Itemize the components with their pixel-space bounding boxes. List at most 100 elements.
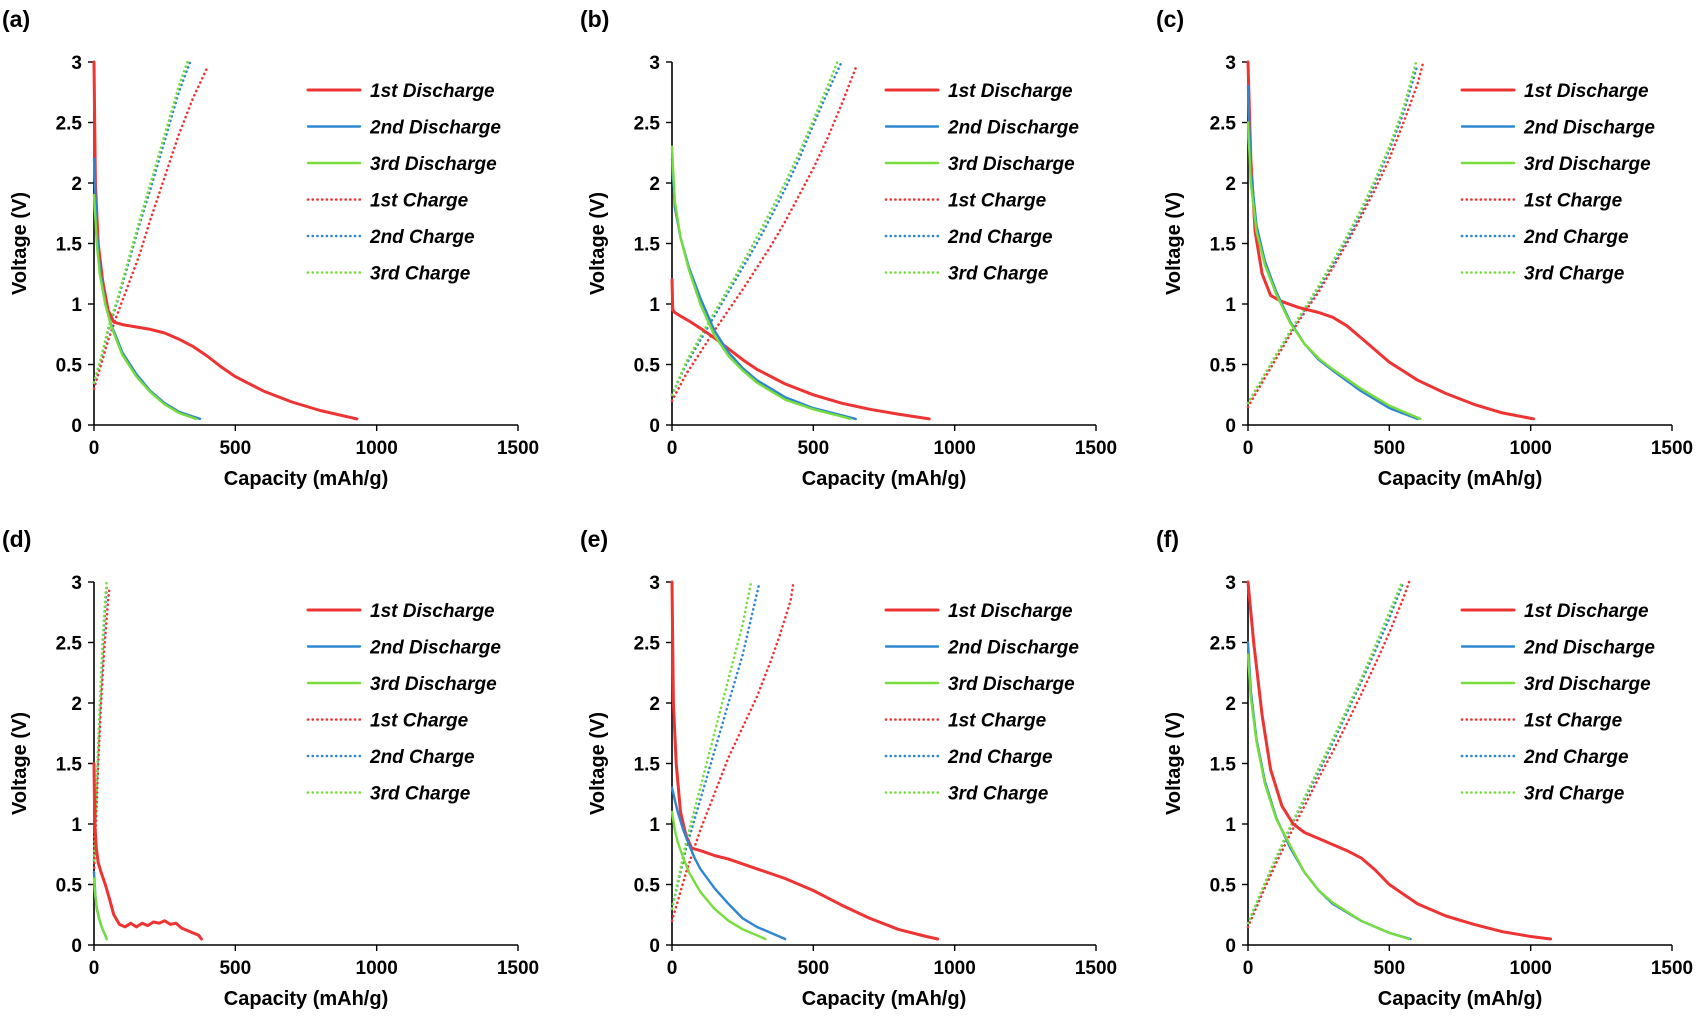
y-tick-label: 1: [71, 295, 82, 316]
x-tick-label: 0: [1243, 958, 1254, 979]
y-tick-label: 2.5: [1210, 114, 1237, 135]
y-tick-label: 0.5: [1210, 876, 1237, 897]
legend-label: 2nd Charge: [1523, 747, 1629, 768]
series-line: [92, 60, 192, 384]
chart-panel: (a) 0 0.5 1 1.5 2 2.5 3 0 500 1000 1500 Capacity (mA…: [2, 6, 539, 490]
y-tick-label: 1: [71, 815, 82, 836]
y-tick-label: 3: [649, 53, 660, 74]
chart-panel: (d) 0 0.5 1 1.5 2 2.5 3 0 500 1000 1500 Capacity (mA…: [2, 526, 539, 1010]
series-line: [92, 762, 203, 941]
y-tick-label: 2: [1225, 694, 1236, 715]
legend-label: 1st Charge: [1524, 711, 1623, 732]
y-tick-label: 3: [71, 53, 82, 74]
x-tick-label: 1500: [1075, 958, 1117, 979]
y-tick-label: 2: [71, 694, 82, 715]
y-tick-label: 3: [1225, 573, 1236, 594]
x-tick-label: 1000: [934, 438, 976, 459]
legend-label: 2nd Discharge: [369, 118, 501, 139]
series-line: [1246, 121, 1422, 421]
y-tick-label: 2.5: [634, 114, 661, 135]
panel-label: (d): [2, 526, 31, 552]
series-line: [670, 278, 931, 421]
series-line: [92, 60, 359, 421]
y-tick-label: 2.5: [634, 634, 661, 655]
x-tick-label: 1000: [1510, 438, 1552, 459]
series-line: [92, 60, 189, 384]
legend-label: 3rd Discharge: [1524, 154, 1651, 175]
x-tick-label: 1500: [1075, 438, 1117, 459]
x-tick-label: 1500: [497, 438, 539, 459]
x-tick-label: 500: [1373, 958, 1405, 979]
chart-panel: (b) 0 0.5 1 1.5 2 2.5 3 0 500 1000 1500 Capacity (mA…: [580, 6, 1117, 490]
x-axis-label: Capacity (mAh/g): [1378, 988, 1542, 1010]
series-line: [670, 580, 940, 941]
panel-label: (b): [580, 6, 609, 32]
y-tick-label: 1.5: [1210, 235, 1237, 256]
y-axis-label: Voltage (V): [587, 712, 609, 815]
x-tick-label: 1000: [356, 438, 398, 459]
legend-label: 2nd Charge: [1523, 227, 1629, 248]
series-line: [670, 580, 795, 923]
chart-panel: (c) 0 0.5 1 1.5 2 2.5 3 0 500 1000 1500 Capacity (mA…: [1156, 6, 1693, 490]
panel-label: (c): [1156, 6, 1184, 32]
legend-label: 2nd Discharge: [947, 638, 1079, 659]
y-tick-label: 1: [1225, 815, 1236, 836]
y-tick-label: 1.5: [634, 235, 661, 256]
legend-label: 1st Discharge: [370, 601, 495, 622]
legend-label: 3rd Charge: [1524, 264, 1625, 285]
legend-label: 1st Charge: [948, 191, 1047, 212]
x-tick-label: 1000: [1510, 958, 1552, 979]
x-tick-label: 1500: [1651, 958, 1693, 979]
y-axis-label: Voltage (V): [587, 192, 609, 295]
y-tick-label: 2: [71, 174, 82, 195]
y-tick-label: 0: [71, 936, 82, 957]
y-tick-label: 0.5: [634, 356, 661, 377]
panel-label: (a): [2, 6, 30, 32]
y-tick-label: 1.5: [56, 235, 83, 256]
legend-label: 1st Discharge: [948, 81, 1073, 102]
legend-label: 2nd Discharge: [1523, 118, 1655, 139]
panel-label: (e): [580, 526, 608, 552]
y-tick-label: 0.5: [634, 876, 661, 897]
series-line: [1246, 653, 1411, 941]
legend-label: 3rd Discharge: [948, 674, 1075, 695]
y-tick-label: 3: [71, 573, 82, 594]
series-line: [92, 193, 198, 421]
series-line: [670, 145, 852, 421]
y-tick-label: 3: [1225, 53, 1236, 74]
legend-label: 3rd Charge: [370, 264, 471, 285]
x-axis-label: Capacity (mAh/g): [1378, 468, 1542, 490]
y-tick-label: 1: [649, 295, 660, 316]
chart-panel: (f) 0 0.5 1 1.5 2 2.5 3 0 500 1000 1500 Capacity (mA…: [1156, 526, 1693, 1010]
series-line: [670, 60, 843, 397]
series-line: [92, 580, 108, 862]
x-tick-label: 1000: [356, 958, 398, 979]
legend-label: 3rd Discharge: [1524, 674, 1651, 695]
series-line: [92, 877, 108, 941]
y-tick-label: 1: [1225, 295, 1236, 316]
x-tick-label: 500: [797, 958, 829, 979]
y-tick-label: 2.5: [56, 114, 83, 135]
legend-label: 2nd Charge: [947, 747, 1053, 768]
x-tick-label: 0: [667, 438, 678, 459]
y-tick-label: 0: [1225, 936, 1236, 957]
y-tick-label: 1.5: [56, 755, 83, 776]
x-tick-label: 500: [219, 958, 251, 979]
series-line: [670, 60, 839, 397]
x-axis-label: Capacity (mAh/g): [224, 468, 388, 490]
legend-label: 3rd Charge: [370, 784, 471, 805]
y-tick-label: 0.5: [56, 876, 83, 897]
x-axis-label: Capacity (mAh/g): [802, 988, 966, 1010]
x-tick-label: 500: [219, 438, 251, 459]
series-line: [670, 66, 858, 403]
series-line: [92, 66, 209, 391]
series-line: [1246, 580, 1411, 929]
legend-label: 1st Charge: [370, 191, 469, 212]
series-line: [1246, 641, 1412, 941]
legend-label: 3rd Charge: [948, 784, 1049, 805]
legend-label: 3rd Charge: [1524, 784, 1625, 805]
y-tick-label: 3: [649, 573, 660, 594]
y-tick-label: 2: [649, 694, 660, 715]
series-line: [670, 157, 857, 421]
